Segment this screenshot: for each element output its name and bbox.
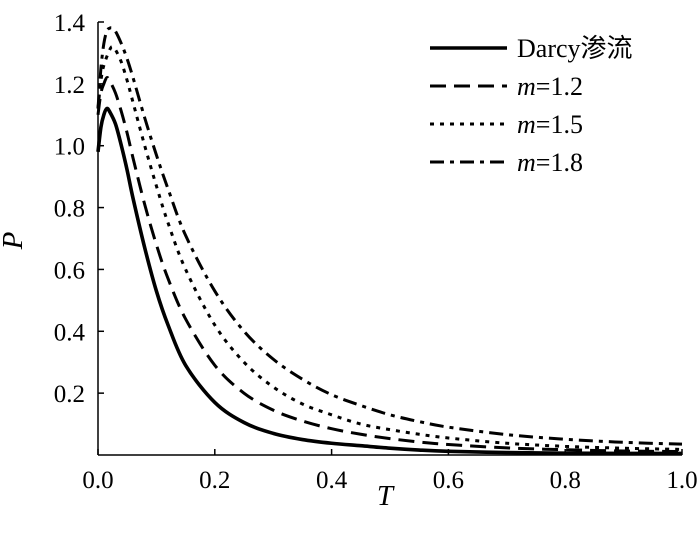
legend-label-value: =1.5 [536,110,583,139]
legend-label-1: m=1.2 [517,72,583,101]
y-tick-label: 1.2 [54,72,85,99]
series-line-3 [96,26,683,446]
series-line-2 [96,45,683,451]
x-tick-label: 0.6 [433,467,464,494]
legend-label-var: m [517,72,536,101]
series-line-1 [96,76,683,454]
legend-label-2: m=1.5 [517,110,583,139]
series-line-0 [96,106,683,456]
x-tick-label: 0.4 [316,467,348,494]
axes: 0.0 0.2 0.4 0.6 0.8 1.0 0.2 0.4 0.6 0.8 1.0 1.2 1.4 T… [0,10,698,512]
y-tick-label: 0.8 [54,196,85,223]
legend-label-3: m=1.8 [517,148,583,177]
legend-label-value: =1.8 [536,148,583,177]
legend-label-var: m [517,148,536,177]
y-tick-label: 1.4 [54,10,86,37]
x-tick-label: 0.0 [82,467,113,494]
x-tick-label: 1.0 [666,467,697,494]
series-layer [96,26,683,456]
x-tick-label: 0.8 [550,467,581,494]
y-axis-label: P [0,232,29,251]
y-tick-label: 0.6 [54,257,85,284]
y-tick-label: 1.0 [54,134,85,161]
x-tick-label: 0.2 [199,467,230,494]
y-tick-label: 0.2 [54,381,85,408]
y-tick-label: 0.4 [54,319,86,346]
legend-label-0: Darcy渗流 [517,34,633,63]
legend-label-var: m [517,110,536,139]
legend-label-value: =1.2 [536,72,583,101]
x-axis-label: T [377,480,395,512]
